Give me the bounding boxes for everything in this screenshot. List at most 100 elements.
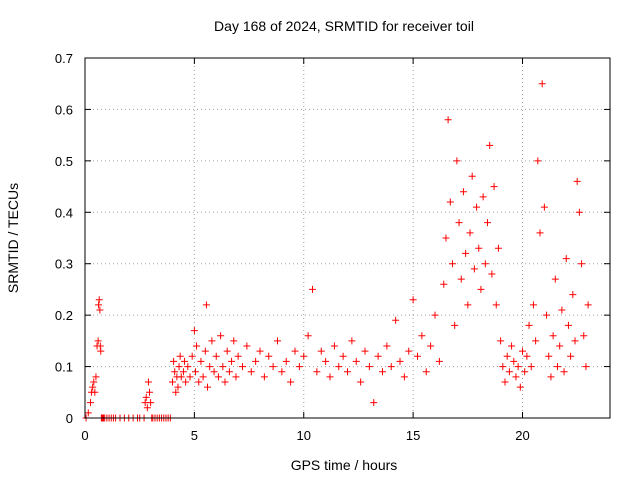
data-point	[175, 363, 183, 371]
data-point	[527, 363, 535, 371]
data-point	[551, 275, 559, 283]
y-tick-labels: 0 0.1 0.2 0.3 0.4 0.5 0.6 0.7	[55, 51, 73, 426]
data-point	[365, 363, 373, 371]
data-point	[190, 327, 198, 335]
data-point	[532, 337, 540, 345]
data-point	[84, 409, 92, 417]
data-point	[427, 342, 435, 350]
data-point	[578, 260, 586, 268]
data-point	[540, 203, 548, 211]
data-point	[510, 357, 518, 365]
data-point	[179, 368, 187, 376]
y-axis-label: SRMTID / TECUs	[5, 183, 21, 293]
data-point	[181, 357, 189, 365]
data-point	[212, 352, 220, 360]
data-point	[575, 208, 583, 216]
data-point	[202, 301, 210, 309]
data-point	[470, 265, 478, 273]
data-point	[521, 368, 529, 376]
data-point	[414, 352, 421, 360]
y-tick-label: 0.3	[55, 257, 73, 272]
data-point	[221, 378, 229, 386]
data-point	[344, 368, 351, 376]
data-point	[92, 373, 100, 381]
data-point	[326, 373, 334, 381]
data-point	[580, 332, 588, 340]
data-point	[422, 368, 430, 376]
data-point	[269, 363, 277, 371]
data-point	[562, 255, 570, 263]
data-point	[538, 80, 546, 88]
data-point	[313, 368, 321, 376]
data-point	[374, 352, 382, 360]
data-point	[462, 249, 470, 257]
data-point	[418, 332, 426, 340]
data-point	[442, 234, 450, 242]
data-point	[558, 306, 566, 314]
data-point	[459, 188, 467, 196]
data-point	[177, 373, 185, 381]
data-point	[486, 141, 494, 149]
data-point	[142, 393, 150, 401]
data-point	[317, 347, 325, 355]
x-tick-labels: 0 5 10 15 20	[81, 428, 529, 443]
y-tick-label: 0.7	[55, 51, 73, 66]
data-point	[217, 332, 225, 340]
data-point	[560, 368, 568, 376]
data-point	[188, 352, 196, 360]
data-point	[234, 352, 242, 360]
data-point	[435, 357, 443, 365]
data-point	[512, 373, 520, 381]
data-point	[214, 373, 222, 381]
data-point	[503, 352, 511, 360]
data-point	[379, 368, 386, 376]
y-tick-label: 0.1	[55, 360, 73, 375]
data-point	[252, 357, 260, 365]
data-point	[195, 378, 203, 386]
data-point	[490, 183, 498, 191]
x-tick-label: 5	[191, 428, 198, 443]
data-point	[523, 352, 531, 360]
data-point	[449, 260, 456, 268]
data-point	[569, 291, 577, 299]
data-point	[564, 321, 572, 329]
data-point	[143, 404, 151, 412]
data-point	[519, 347, 526, 355]
data-point	[206, 363, 214, 371]
data-point	[171, 368, 179, 376]
data-point	[265, 352, 273, 360]
data-point	[232, 373, 240, 381]
y-tick-label: 0.4	[55, 205, 73, 220]
data-point	[223, 347, 231, 355]
data-point	[392, 316, 400, 324]
y-tick-label: 0.5	[55, 154, 73, 169]
data-point	[182, 378, 190, 386]
data-point	[291, 347, 299, 355]
data-point	[543, 311, 551, 319]
data-point	[176, 352, 184, 360]
data-point	[451, 321, 459, 329]
data-point	[479, 193, 487, 201]
data-point	[96, 306, 104, 314]
data-point	[94, 337, 102, 345]
data-point	[473, 203, 481, 211]
data-point	[147, 399, 155, 407]
data-point	[457, 275, 465, 283]
data-point	[274, 337, 281, 345]
chart-title: Day 168 of 2024, SRMTID for receiver toi…	[214, 18, 474, 34]
data-point	[228, 357, 236, 365]
data-point	[464, 301, 472, 309]
data-point	[582, 363, 590, 371]
data-point	[91, 388, 99, 396]
data-point	[97, 347, 105, 355]
y-tick-label: 0.2	[55, 308, 73, 323]
x-axis-label: GPS time / hours	[291, 457, 398, 473]
data-point	[453, 157, 461, 165]
data-point	[184, 363, 192, 371]
data-point	[547, 373, 555, 381]
data-point	[201, 347, 209, 355]
data-point	[370, 399, 378, 407]
x-tick-label: 20	[515, 428, 529, 443]
x-tick-label: 0	[81, 428, 88, 443]
data-point	[191, 368, 199, 376]
